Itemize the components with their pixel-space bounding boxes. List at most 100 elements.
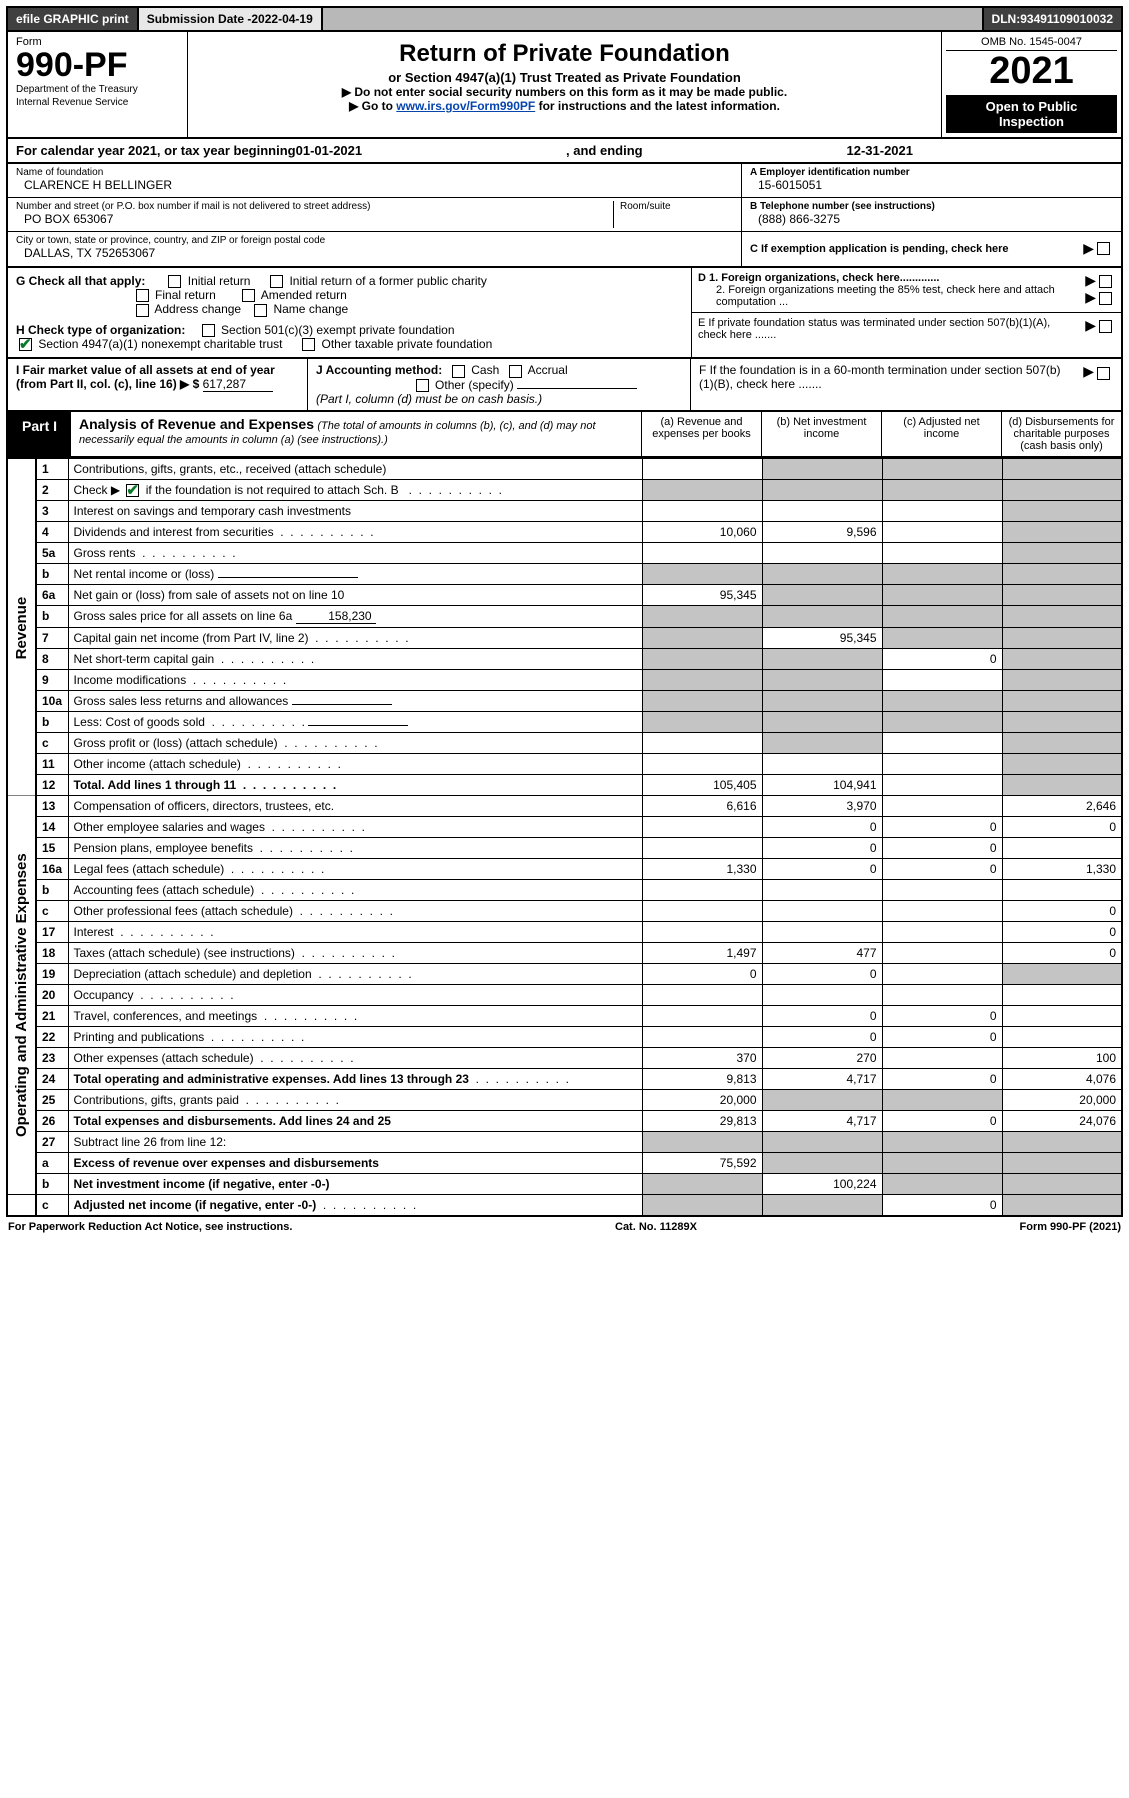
table-row: 10a Gross sales less returns and allowan…	[7, 691, 1122, 712]
amt: 104,941	[762, 775, 882, 796]
dept-treasury: Department of the Treasury	[16, 84, 179, 95]
line-desc: Dividends and interest from securities	[68, 522, 642, 543]
amt: 100,224	[762, 1174, 882, 1195]
page-footer: For Paperwork Reduction Act Notice, see …	[6, 1217, 1123, 1237]
j-other-input[interactable]	[517, 388, 637, 389]
line-desc: Subtract line 26 from line 12:	[68, 1132, 642, 1153]
j-other-checkbox[interactable]	[416, 379, 429, 392]
line-desc: Interest	[68, 922, 642, 943]
instr-1: ▶ Do not enter social security numbers o…	[200, 85, 929, 99]
amt: 4,076	[1002, 1069, 1122, 1090]
line-num: 17	[36, 922, 68, 943]
line-desc: Contributions, gifts, grants paid	[68, 1090, 642, 1111]
cal-end: 12-31-2021	[847, 143, 914, 158]
line-num: 2	[36, 480, 68, 501]
d1-checkbox[interactable]	[1099, 275, 1112, 288]
tax-year: 2021	[946, 51, 1117, 93]
g-initial-return-checkbox[interactable]	[168, 275, 181, 288]
amt: 0	[762, 838, 882, 859]
instr2-suffix: for instructions and the latest informat…	[539, 99, 780, 113]
amt: 4,717	[762, 1069, 882, 1090]
address-cell: Number and street (or P.O. box number if…	[8, 198, 741, 232]
dln-label: DLN:	[992, 12, 1021, 26]
amt: 0	[762, 1027, 882, 1048]
line-desc: Other income (attach schedule)	[68, 754, 642, 775]
amt: 0	[882, 859, 1002, 880]
checks-left: G Check all that apply: Initial return I…	[8, 268, 691, 358]
amt: 95,345	[762, 628, 882, 649]
name-label: Name of foundation	[16, 167, 733, 178]
r10b-input[interactable]	[308, 725, 408, 726]
fmv-row: I Fair market value of all assets at end…	[6, 359, 1123, 412]
col-c-header: (c) Adjusted net income	[881, 412, 1001, 456]
h-other: Other taxable private foundation	[322, 337, 493, 351]
f-checkbox[interactable]	[1097, 367, 1110, 380]
amt: 95,345	[642, 585, 762, 606]
h-label: H Check type of organization:	[16, 323, 185, 337]
g-amended-checkbox[interactable]	[242, 289, 255, 302]
c-label: C If exemption application is pending, c…	[750, 243, 1083, 255]
line-desc: Gross sales price for all assets on line…	[68, 606, 642, 628]
j-cash: Cash	[471, 363, 499, 377]
line-num: 25	[36, 1090, 68, 1111]
table-row: 21 Travel, conferences, and meetings 0 0	[7, 1006, 1122, 1027]
ein: 15-6015051	[750, 178, 1113, 192]
line-num: 11	[36, 754, 68, 775]
table-row: 7 Capital gain net income (from Part IV,…	[7, 628, 1122, 649]
subdate-value: 2022-04-19	[251, 12, 312, 26]
g-final-return-checkbox[interactable]	[136, 289, 149, 302]
j-accrual-checkbox[interactable]	[509, 365, 522, 378]
line-num: 7	[36, 628, 68, 649]
g-final-return: Final return	[155, 288, 216, 302]
arrow-icon: ▶	[1083, 240, 1094, 257]
instr2-prefix: ▶ Go to	[349, 99, 396, 113]
h-other-checkbox[interactable]	[302, 338, 315, 351]
amt: 370	[642, 1048, 762, 1069]
line-num: b	[36, 564, 68, 585]
d2-checkbox[interactable]	[1099, 292, 1112, 305]
line-num: 27	[36, 1132, 68, 1153]
line-desc: Legal fees (attach schedule)	[68, 859, 642, 880]
r10a-input[interactable]	[292, 704, 392, 705]
g-address-change-checkbox[interactable]	[136, 304, 149, 317]
table-row: 19 Depreciation (attach schedule) and de…	[7, 964, 1122, 985]
h-501c3-checkbox[interactable]	[202, 324, 215, 337]
line-desc: Net gain or (loss) from sale of assets n…	[68, 585, 642, 606]
ein-label: A Employer identification number	[750, 167, 1113, 178]
col-b-header: (b) Net investment income	[761, 412, 881, 456]
g-initial-former-checkbox[interactable]	[270, 275, 283, 288]
table-row: 23 Other expenses (attach schedule) 370 …	[7, 1048, 1122, 1069]
j-cash-checkbox[interactable]	[452, 365, 465, 378]
f-cell: F If the foundation is in a 60-month ter…	[691, 359, 1121, 410]
calendar-year-row: For calendar year 2021, or tax year begi…	[6, 139, 1123, 164]
line-desc: Net rental income or (loss)	[68, 564, 642, 585]
r5b-input[interactable]	[218, 577, 358, 578]
c-checkbox[interactable]	[1097, 242, 1110, 255]
table-row: 22 Printing and publications 0 0	[7, 1027, 1122, 1048]
d2-label: 2. Foreign organizations meeting the 85%…	[698, 284, 1075, 308]
h-4947: Section 4947(a)(1) nonexempt charitable …	[38, 337, 282, 351]
g-initial-former: Initial return of a former public charit…	[289, 274, 486, 288]
e-checkbox[interactable]	[1099, 320, 1112, 333]
id-right: A Employer identification number 15-6015…	[741, 164, 1121, 266]
form-title: Return of Private Foundation	[200, 40, 929, 68]
h-4947-checkbox[interactable]	[19, 338, 32, 351]
line-desc: Capital gain net income (from Part IV, l…	[68, 628, 642, 649]
amt: 20,000	[642, 1090, 762, 1111]
g-row: G Check all that apply: Initial return I…	[16, 274, 683, 317]
table-row: c Gross profit or (loss) (attach schedul…	[7, 733, 1122, 754]
line-num: 10a	[36, 691, 68, 712]
schb-checkbox[interactable]	[126, 484, 139, 497]
line-num: c	[36, 1195, 68, 1217]
arrow-icon: ▶	[1085, 317, 1096, 333]
tel-cell: B Telephone number (see instructions) (8…	[742, 198, 1121, 232]
line-num: 20	[36, 985, 68, 1006]
r2-suffix: if the foundation is not required to att…	[146, 483, 399, 497]
form-header: Form 990-PF Department of the Treasury I…	[6, 32, 1123, 139]
irs-link[interactable]: www.irs.gov/Form990PF	[396, 99, 535, 113]
line-desc: Income modifications	[68, 670, 642, 691]
table-row: 27 Subtract line 26 from line 12:	[7, 1132, 1122, 1153]
part1-col-headers: (a) Revenue and expenses per books (b) N…	[641, 412, 1121, 456]
revenue-side-label: Revenue	[7, 459, 36, 796]
g-name-change-checkbox[interactable]	[254, 304, 267, 317]
